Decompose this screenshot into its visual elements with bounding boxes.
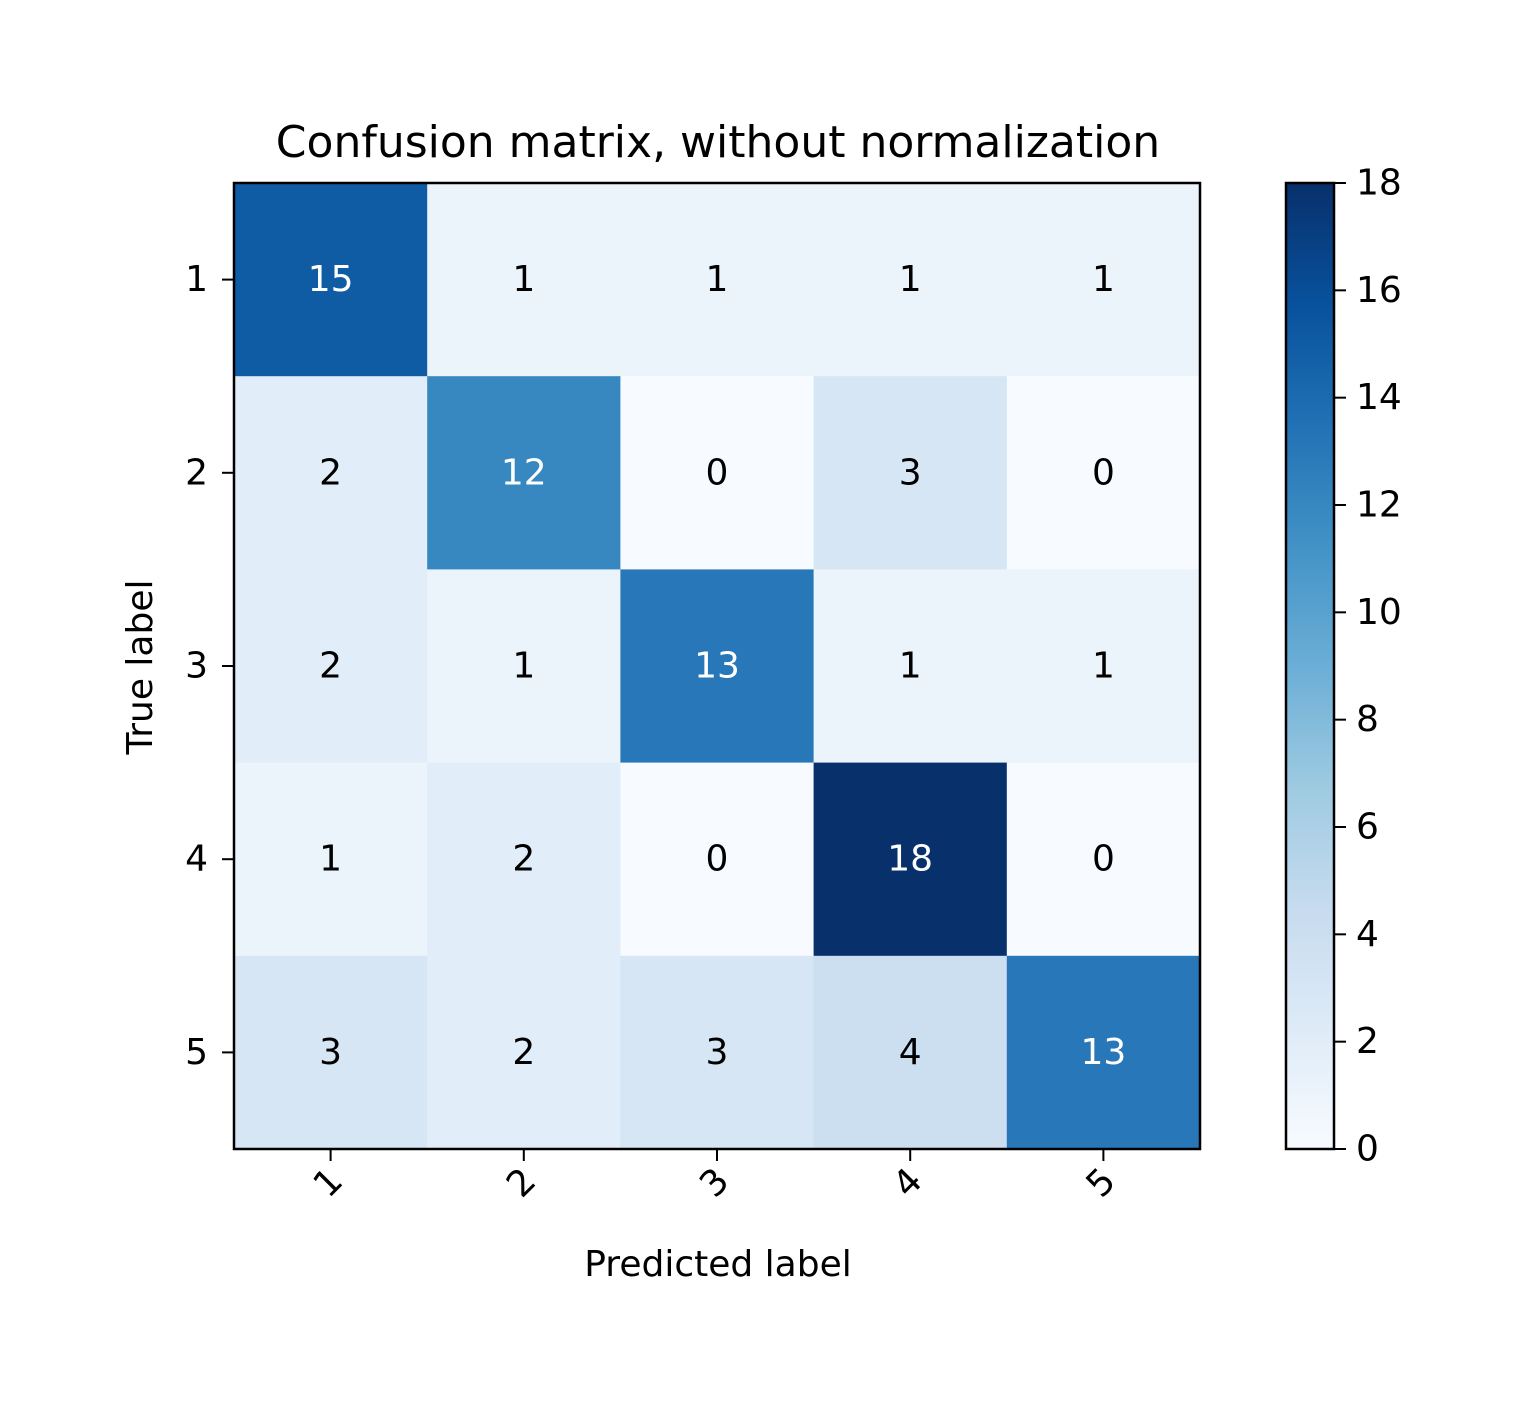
cell-value-r5-c4: 4 — [899, 1032, 922, 1073]
heatmap-cell-r2-c3 — [620, 376, 815, 570]
x-tick-label-4: 4 — [885, 1160, 930, 1205]
heatmap-cell-r1-c2 — [427, 183, 621, 377]
x-tick-label-1: 1 — [306, 1160, 351, 1205]
colorbar-tick-label-4: 4 — [1356, 914, 1379, 955]
colorbar-tick-label-8: 8 — [1356, 699, 1379, 740]
heatmap-cell-r3-c5 — [1006, 569, 1201, 764]
y-tick-label-3: 3 — [185, 646, 208, 687]
cell-value-r2-c3: 0 — [706, 452, 729, 493]
cell-value-r1-c4: 1 — [899, 259, 922, 300]
y-tick-label-1: 1 — [185, 259, 208, 300]
y-axis-ticks: 1 2 3 4 5 — [185, 259, 234, 1073]
colorbar-ticks: 0 2 4 6 8 10 12 14 16 18 — [1334, 163, 1402, 1170]
heatmap-cell-r5-c5 — [1006, 955, 1201, 1150]
cell-value-r2-c1: 2 — [319, 452, 342, 493]
heatmap-cell-r1-c1 — [234, 183, 428, 377]
heatmap-cell-r2-c2 — [427, 376, 621, 570]
cell-value-r4-c4: 18 — [887, 839, 933, 880]
colorbar-tick-label-6: 6 — [1356, 807, 1379, 848]
cell-value-r4-c3: 0 — [706, 839, 729, 880]
heatmap-cell-labels: 15 1 1 1 12 12 0 3 02 1 13 1 11 2 0 18 03 2 3 4 13 — [308, 259, 1127, 1073]
colorbar-tick-label-12: 12 — [1356, 485, 1402, 526]
cell-value-r3-c4: 1 — [899, 646, 922, 687]
heatmap-cell-r1-c5 — [1006, 183, 1201, 377]
heatmap-cell-r2-c5 — [1006, 376, 1201, 570]
cell-value-r1-c1: 15 — [308, 259, 354, 300]
heatmap-cell-r3-c3 — [620, 569, 815, 764]
cell-value-r5-c1: 3 — [319, 1032, 342, 1073]
heatmap-cell-r4-c5 — [1006, 762, 1201, 957]
cell-value-r4-c5: 0 — [1092, 839, 1115, 880]
heatmap-cell-r4-c3 — [620, 762, 815, 957]
colorbar-tick-label-10: 10 — [1356, 592, 1402, 633]
cell-value-r5-c5: 13 — [1080, 1032, 1126, 1073]
x-tick-label-2: 2 — [499, 1160, 544, 1205]
cell-value-r5-c3: 3 — [706, 1032, 729, 1073]
cell-value-r3-c5: 1 — [1092, 646, 1115, 687]
x-axis-label: Predicted label — [584, 1244, 852, 1285]
x-tick-label-3: 3 — [692, 1160, 737, 1205]
y-tick-label-2: 2 — [185, 452, 208, 493]
colorbar — [1284, 181, 1336, 1151]
heatmap-cell-r1-c4 — [813, 183, 1008, 377]
cell-value-r1-c5: 1 — [1092, 259, 1115, 300]
cell-value-r1-c3: 1 — [706, 259, 729, 300]
heatmap-cell-r3-c4 — [813, 569, 1008, 764]
chart-title: Confusion matrix, without normalization — [276, 117, 1160, 168]
heatmap-cell-r5-c3 — [620, 955, 815, 1150]
cell-value-r4-c1: 1 — [319, 839, 342, 880]
heatmap-cell-r5-c4 — [813, 955, 1008, 1150]
heatmap-cell-r4-c1 — [234, 762, 428, 957]
colorbar-tick-label-14: 14 — [1356, 377, 1402, 418]
cell-value-r2-c4: 3 — [899, 452, 922, 493]
x-tick-label-5: 5 — [1079, 1160, 1124, 1205]
cell-value-r3-c1: 2 — [319, 646, 342, 687]
heatmap-cell-r3-c1 — [234, 569, 428, 764]
heatmap-cell-r4-c4 — [813, 762, 1008, 957]
heatmap-cell-r2-c1 — [234, 376, 428, 570]
cell-value-r2-c2: 12 — [501, 452, 547, 493]
heatmap-cell-r3-c2 — [427, 569, 621, 764]
cell-value-r3-c3: 13 — [694, 646, 740, 687]
cell-value-r2-c5: 0 — [1092, 452, 1115, 493]
cell-value-r4-c2: 2 — [512, 839, 535, 880]
cell-value-r3-c2: 1 — [512, 646, 535, 687]
colorbar-tick-label-2: 2 — [1356, 1021, 1379, 1062]
heatmap-cell-r1-c3 — [620, 183, 815, 377]
colorbar-tick-label-0: 0 — [1356, 1129, 1379, 1170]
y-tick-label-5: 5 — [185, 1032, 208, 1073]
heatmap-cell-r5-c1 — [234, 955, 428, 1150]
heatmap-cell-r2-c4 — [813, 376, 1008, 570]
cell-value-r5-c2: 2 — [512, 1032, 535, 1073]
y-tick-label-4: 4 — [185, 839, 208, 880]
heatmap-cell-r5-c2 — [427, 955, 621, 1150]
x-axis-ticks: 1 2 3 4 5 — [306, 1149, 1124, 1206]
heatmap-cells — [234, 183, 1201, 1150]
colorbar-tick-label-18: 18 — [1356, 163, 1402, 204]
colorbar-tick-label-16: 16 — [1356, 270, 1402, 311]
heatmap-cell-r4-c2 — [427, 762, 621, 957]
y-axis-label: True label — [120, 580, 161, 756]
cell-value-r1-c2: 1 — [512, 259, 535, 300]
